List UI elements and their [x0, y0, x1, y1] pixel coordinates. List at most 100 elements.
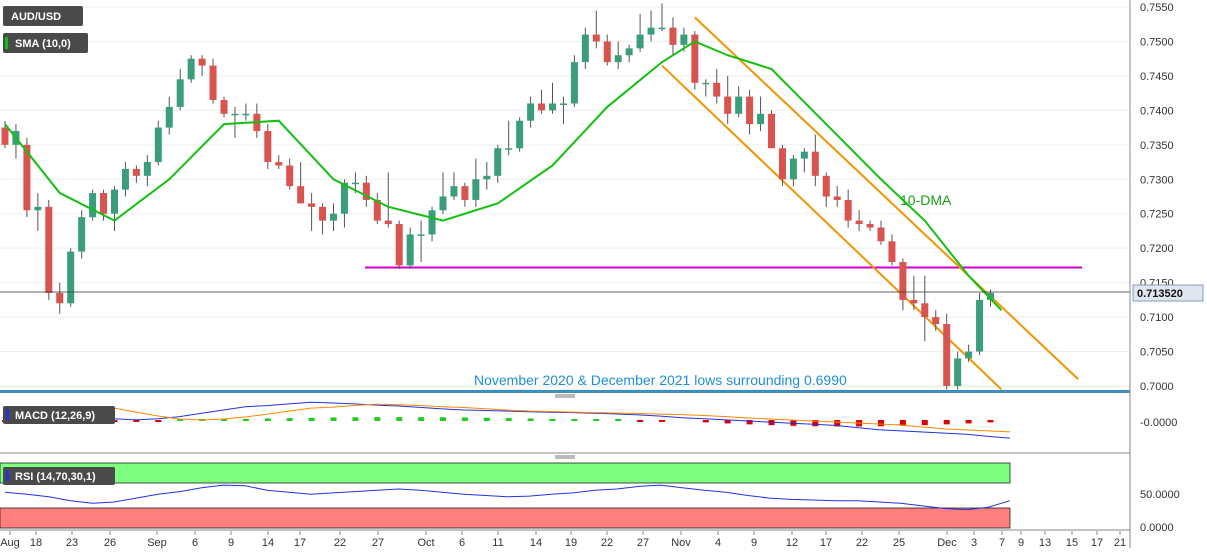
macd-histogram-bar	[396, 417, 403, 421]
rsi-tick-0: 0.0000	[1140, 522, 1174, 534]
candle	[505, 120, 513, 156]
date-tick-label: 7	[999, 537, 1005, 549]
macd-badge[interactable]	[3, 406, 115, 424]
macd-histogram-bar	[724, 420, 731, 424]
candle	[220, 96, 228, 118]
macd-histogram-bar	[921, 420, 928, 426]
macd-histogram-bar	[374, 417, 381, 421]
price-tick-label: 0.7050	[1140, 347, 1174, 359]
candle	[844, 189, 852, 228]
date-tick-label: Aug	[0, 537, 20, 549]
macd-resize-handle[interactable]	[555, 394, 575, 398]
date-tick-label: 17	[820, 537, 832, 549]
date-tick-label: 22	[856, 537, 868, 549]
candle	[439, 172, 447, 214]
candle	[833, 186, 841, 207]
candle	[603, 34, 611, 66]
macd-histogram-bar	[308, 417, 315, 421]
macd-histogram-bar	[177, 419, 184, 421]
candle	[516, 117, 524, 152]
macd-histogram-bar	[527, 418, 534, 421]
candle	[78, 210, 86, 259]
candlesticks	[1, 3, 994, 390]
price-tick-label: 0.7500	[1140, 36, 1174, 48]
macd-histogram-bar	[571, 419, 578, 421]
candle	[625, 44, 633, 63]
date-tick-label: 4	[715, 537, 721, 549]
macd-histogram-bar	[242, 418, 249, 421]
macd-histogram-bar	[440, 417, 446, 421]
date-tick-label: 26	[104, 537, 116, 549]
sma-annotation: 10-DMA	[900, 192, 952, 208]
date-tick-label: Nov	[671, 537, 691, 549]
candle	[943, 313, 951, 390]
rsi-resize-handle[interactable]	[555, 455, 575, 459]
candle	[800, 148, 808, 173]
symbol-badge[interactable]	[3, 6, 83, 26]
candle	[89, 189, 97, 221]
date-tick-label: 19	[565, 537, 577, 549]
symbol-label: AUD/USD	[11, 11, 61, 23]
candle	[121, 162, 129, 197]
macd-histogram-bar	[943, 420, 950, 425]
candle	[330, 203, 337, 231]
candle	[855, 210, 863, 231]
candle	[746, 89, 754, 135]
candle	[669, 17, 677, 56]
date-tick-label: 21	[1114, 537, 1126, 549]
macd-histogram-bar	[812, 420, 819, 427]
price-tick-label: 0.7200	[1140, 243, 1174, 255]
macd-histogram-bar	[702, 420, 709, 423]
candle	[417, 220, 425, 262]
date-tick-label: 13	[1039, 537, 1051, 549]
candle	[264, 124, 272, 169]
candle	[778, 144, 786, 187]
macd-histogram-bar	[593, 419, 600, 421]
rsi-badge[interactable]	[3, 467, 115, 485]
macd-histogram-bar	[549, 418, 556, 421]
candle	[373, 193, 381, 225]
candle	[111, 186, 118, 231]
candle	[340, 179, 348, 228]
price-tick-label: 0.7400	[1140, 105, 1174, 117]
sma-badge[interactable]	[3, 33, 88, 53]
candle	[932, 310, 940, 331]
last-price-tag	[1132, 284, 1204, 302]
date-tick-label: 27	[372, 537, 384, 549]
macd-signal-line	[5, 403, 1011, 433]
macd-histogram-bar	[746, 420, 753, 425]
candle	[319, 203, 327, 235]
candle	[811, 134, 819, 187]
candle	[472, 158, 480, 207]
macd-histogram-bar	[987, 420, 994, 423]
candle	[154, 120, 162, 166]
candle	[362, 175, 370, 207]
candle	[494, 144, 502, 183]
date-tick-label: 9	[1018, 537, 1024, 549]
macd-histogram-bar	[899, 420, 906, 426]
candle	[702, 79, 710, 97]
macd-panel	[2, 401, 1011, 439]
candle	[910, 275, 918, 311]
date-tick-label: 3	[971, 537, 977, 549]
candle	[165, 96, 173, 135]
candle	[143, 155, 151, 187]
candle	[965, 344, 973, 362]
candle	[187, 55, 195, 83]
candle	[132, 165, 140, 183]
candle	[308, 193, 316, 231]
macd-histogram-bar	[637, 420, 644, 422]
macd-histogram-bar	[505, 418, 512, 421]
candle	[384, 172, 392, 228]
sma-10-line	[4, 40, 1003, 311]
candle	[570, 55, 578, 107]
rsi-tick-50: 50.0000	[1140, 489, 1180, 501]
candle	[286, 158, 294, 190]
macd-histogram-bar	[483, 417, 490, 421]
candle	[198, 55, 206, 76]
candle	[735, 86, 743, 118]
macd-histogram-bar	[221, 419, 227, 421]
date-tick-label: Sep	[147, 537, 167, 549]
macd-histogram-bar	[155, 420, 162, 422]
